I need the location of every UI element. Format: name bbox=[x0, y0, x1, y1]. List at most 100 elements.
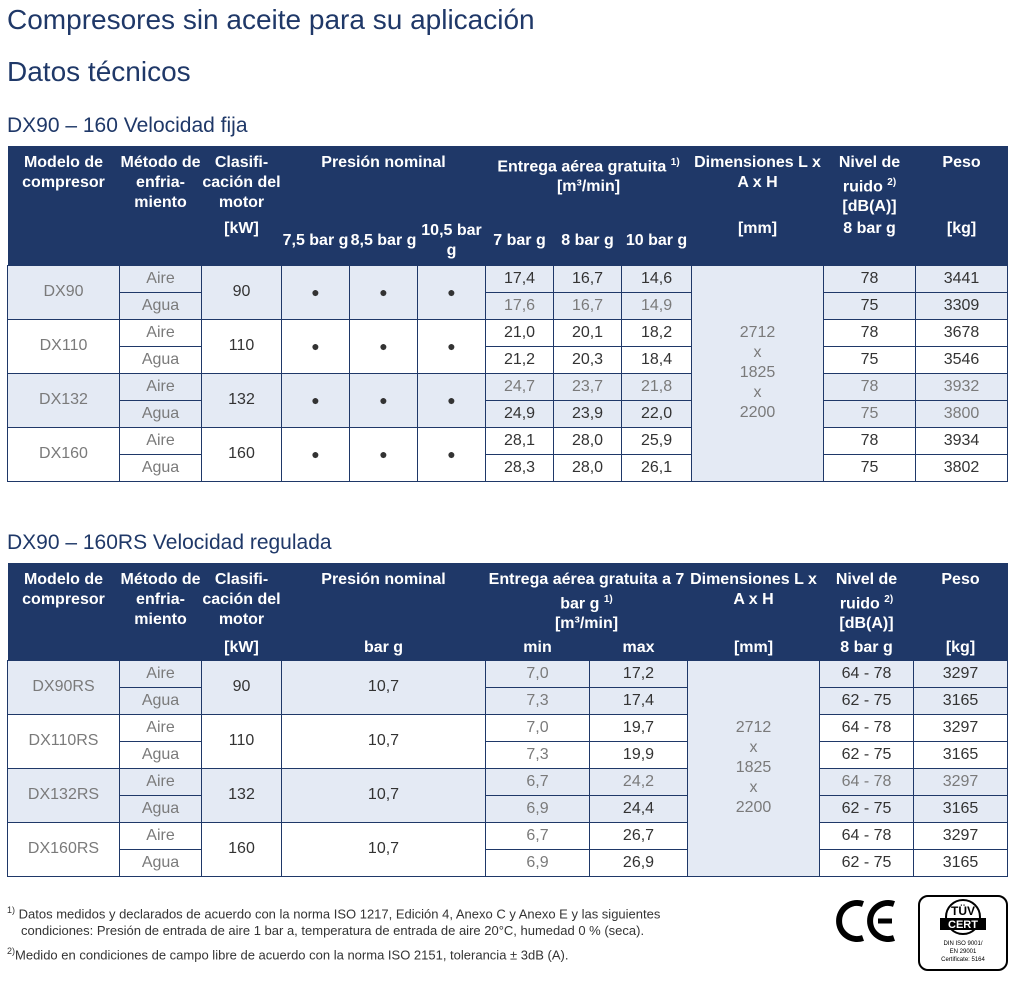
noise-cell: 78 bbox=[823, 264, 917, 293]
pressure-dot: ● bbox=[349, 318, 418, 374]
weight-cell: 3441 bbox=[915, 264, 1009, 293]
cooling-cell: Aire bbox=[119, 318, 202, 347]
motor-cell: 110 bbox=[201, 713, 282, 769]
noise-cell: 78 bbox=[823, 372, 917, 401]
noise-cell: 78 bbox=[823, 318, 917, 347]
table-row: DX90RS Aire 90 10,7 7,0 17,2 2712 x 1825 x 2… bbox=[7, 659, 1008, 877]
flow-max-cell: 26,7 bbox=[589, 821, 688, 850]
motor-cell: 90 bbox=[201, 264, 282, 320]
model-cell: DX110 bbox=[7, 318, 120, 374]
model-cell: DX132 bbox=[7, 372, 120, 428]
noise-cell: 64 - 78 bbox=[819, 659, 914, 688]
weight-cell: 3800 bbox=[915, 399, 1009, 428]
weight-cell: 3934 bbox=[915, 426, 1009, 455]
noise-cell: 62 - 75 bbox=[819, 686, 914, 715]
header-dimensions-unit: [mm] bbox=[687, 637, 820, 660]
table-row: DX132 Aire 132 ● ● ● 24,7 23,7 21,8 78 3… bbox=[7, 372, 1009, 428]
flow-max-cell: 26,9 bbox=[589, 848, 688, 877]
model-cell: DX110RS bbox=[7, 713, 120, 769]
flow-cell: 24,9 bbox=[485, 399, 555, 428]
noise-cell: 78 bbox=[823, 426, 917, 455]
tuv-line1: DIN ISO 9001/ bbox=[943, 941, 982, 947]
header-weight: Peso bbox=[915, 146, 1008, 218]
flow-cell: 18,4 bbox=[621, 345, 693, 374]
weight-cell: 3165 bbox=[913, 794, 1008, 823]
table-row: DX160 Aire 160 ● ● ● 28,1 28,0 25,9 78 3… bbox=[7, 426, 1009, 482]
tuv-line2: EN 29001 bbox=[950, 949, 977, 955]
noise-cell: 62 - 75 bbox=[819, 794, 914, 823]
cooling-cell: Agua bbox=[119, 794, 202, 823]
cooling-cell: Aire bbox=[119, 767, 202, 796]
dimensions-cell: 2712 x 1825 x 2200 bbox=[691, 264, 825, 482]
footnote-1-mark: 1) bbox=[7, 905, 16, 915]
table-row: Agua 24,9 23,9 22,0 75 3800 bbox=[8, 399, 1009, 428]
header-noise: Nivel de ruido 2) [dB(A)] bbox=[819, 563, 914, 637]
flow-cell: 16,7 bbox=[553, 264, 623, 293]
flow-cell: 24,7 bbox=[485, 372, 555, 401]
header-noise-cond: 8 bar g bbox=[823, 217, 916, 266]
noise-cell: 75 bbox=[823, 345, 917, 374]
pressure-dot: ● bbox=[281, 318, 350, 374]
header-min: min bbox=[485, 637, 590, 660]
flow-min-cell: 6,9 bbox=[485, 794, 590, 823]
pressure-dot: ● bbox=[281, 426, 350, 482]
flow-min-cell: 7,0 bbox=[485, 713, 590, 742]
header-f1: 7 bar g bbox=[485, 217, 554, 266]
flow-cell: 25,9 bbox=[621, 426, 693, 455]
header-p1: 7,5 bar g bbox=[281, 217, 350, 266]
cooling-cell: Agua bbox=[119, 740, 202, 769]
footnote-1-line2: condiciones: Presión de entrada de aire … bbox=[21, 923, 645, 939]
cooling-cell: Agua bbox=[119, 399, 202, 428]
pressure-cell: 10,7 bbox=[281, 713, 486, 769]
noise-cell: 64 - 78 bbox=[819, 767, 914, 796]
flow-min-cell: 7,3 bbox=[485, 740, 590, 769]
header-f2: 8 bar g bbox=[553, 217, 622, 266]
pressure-dot: ● bbox=[416, 264, 487, 320]
header-weight: Peso bbox=[913, 563, 1008, 637]
flow-max-cell: 19,9 bbox=[589, 740, 688, 769]
tuv-cert-logo-icon: TÜV CERT DIN ISO 9001/ EN 29001 Certific… bbox=[918, 895, 1008, 976]
flow-cell: 21,0 bbox=[485, 318, 555, 347]
tuv-text: TÜV bbox=[951, 903, 975, 918]
header-cooling: Método de enfria-miento bbox=[119, 563, 202, 660]
noise-cell: 75 bbox=[823, 453, 917, 482]
flow-cell: 28,0 bbox=[553, 426, 623, 455]
cooling-cell: Aire bbox=[119, 821, 202, 850]
table-row: Agua 7,3 19,9 62 - 75 3165 bbox=[8, 740, 1008, 769]
flow-cell: 17,4 bbox=[485, 264, 555, 293]
footnote-1: 1) Datos medidos y declarados de acuerdo… bbox=[7, 902, 660, 939]
weight-cell: 3309 bbox=[915, 291, 1009, 320]
noise-cell: 75 bbox=[823, 399, 917, 428]
dimensions-cell: 2712 x 1825 x 2200 bbox=[687, 659, 820, 877]
pressure-dot: ● bbox=[416, 372, 487, 428]
weight-cell: 3802 bbox=[915, 453, 1009, 482]
header-dimensions: Dimensiones L x A x H bbox=[687, 563, 820, 637]
flow-min-cell: 7,0 bbox=[485, 659, 590, 688]
footnote-2-mark: 2) bbox=[7, 946, 16, 956]
flow-cell: 21,2 bbox=[485, 345, 555, 374]
header-flow: Entrega aérea gratuita 1) [m³/min] bbox=[485, 146, 692, 218]
pressure-dot: ● bbox=[349, 372, 418, 428]
flow-cell: 22,0 bbox=[621, 399, 693, 428]
model-cell: DX160 bbox=[7, 426, 120, 482]
flow-cell: 28,0 bbox=[553, 453, 623, 482]
flow-min-cell: 7,3 bbox=[485, 686, 590, 715]
pressure-dot: ● bbox=[416, 318, 487, 374]
flow-min-cell: 6,7 bbox=[485, 821, 590, 850]
cooling-cell: Aire bbox=[119, 713, 202, 742]
pressure-dot: ● bbox=[281, 264, 350, 320]
table1-title: DX90 – 160 Velocidad fija bbox=[7, 114, 248, 137]
header-motor-unit: [kW] bbox=[201, 217, 282, 266]
pressure-cell: 10,7 bbox=[281, 767, 486, 823]
noise-cell: 62 - 75 bbox=[819, 848, 914, 877]
pressure-dot: ● bbox=[281, 372, 350, 428]
noise-cell: 75 bbox=[823, 291, 917, 320]
header-model: Modelo de compresor bbox=[7, 146, 120, 266]
weight-cell: 3546 bbox=[915, 345, 1009, 374]
table-row: DX90 Aire 90 ● ● ● 17,4 16,7 14,6 2712 x 1… bbox=[7, 264, 1009, 482]
weight-cell: 3297 bbox=[913, 821, 1008, 850]
cooling-cell: Aire bbox=[119, 426, 202, 455]
pressure-cell: 10,7 bbox=[281, 821, 486, 877]
model-cell: DX132RS bbox=[7, 767, 120, 823]
weight-cell: 3678 bbox=[915, 318, 1009, 347]
